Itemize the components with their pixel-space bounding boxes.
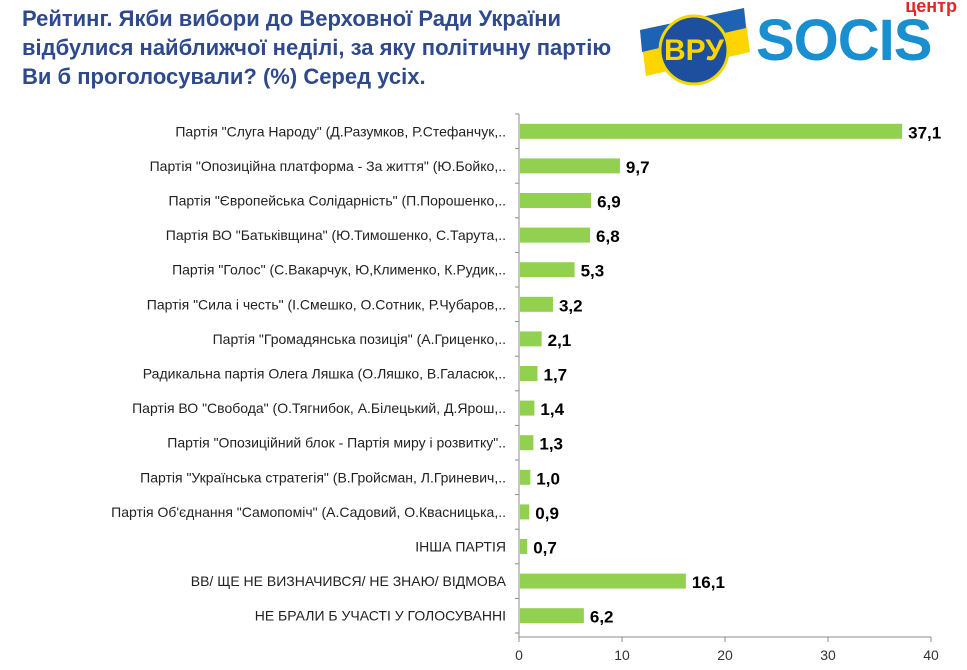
x-tick-label: 40 xyxy=(923,647,939,663)
socis-center-text: центр xyxy=(905,0,957,16)
category-label: Партія "Слуга Народу" (Д.Разумков, Р.Сте… xyxy=(175,123,506,139)
title-bold-end: Серед усіх. xyxy=(303,64,426,89)
value-label: 2,1 xyxy=(548,331,572,350)
category-label: Партія "Опозиційний блок - Партія миру і… xyxy=(167,435,506,451)
value-label: 3,2 xyxy=(559,296,583,315)
value-label: 9,7 xyxy=(626,158,650,177)
x-tick-label: 20 xyxy=(717,647,733,663)
x-tick-label: 10 xyxy=(614,647,630,663)
value-label: 37,1 xyxy=(908,123,941,142)
vru-logo-graphic: ВРУ xyxy=(640,8,750,86)
category-label: Партія "Українська стратегія" (В.Гройсма… xyxy=(140,469,506,485)
category-label: Радикальна партія Олега Ляшка (О.Ляшко, … xyxy=(143,366,506,382)
value-label: 6,8 xyxy=(596,227,620,246)
value-label: 6,2 xyxy=(590,608,614,627)
x-tick-label: 0 xyxy=(515,647,523,663)
bar xyxy=(520,608,584,624)
bar xyxy=(520,504,530,520)
category-label: Партія "Громадянська позиція" (А.Гриценк… xyxy=(213,331,506,347)
value-label: 1,0 xyxy=(536,469,560,488)
bar-chart: Партія "Слуга Народу" (Д.Разумков, Р.Сте… xyxy=(111,113,941,663)
value-label: 5,3 xyxy=(581,262,605,281)
bar xyxy=(520,227,591,243)
bar xyxy=(520,262,575,278)
bar xyxy=(520,435,534,451)
category-label: НЕ БРАЛИ Б УЧАСТІ У ГОЛОСУВАННІ xyxy=(255,608,506,624)
bar xyxy=(520,193,592,208)
chart-title: Рейтинг. Якби вибори до Верховної Ради У… xyxy=(22,4,632,91)
bar xyxy=(520,158,620,174)
value-label: 1,4 xyxy=(540,400,564,419)
vru-logo-text: ВРУ xyxy=(664,34,724,67)
category-label: Партія "Опозиційна платформа - За життя"… xyxy=(150,158,506,174)
socis-logo: центр SOCIS xyxy=(756,0,961,70)
category-label: ВВ/ ЩЕ НЕ ВИЗНАЧИВСЯ/ НЕ ЗНАЮ/ ВІДМОВА xyxy=(191,573,507,589)
value-label: 1,7 xyxy=(544,366,568,385)
category-label: Партія Об'єднання "Самопоміч" (А.Садовий… xyxy=(111,504,506,520)
title-bold: Рейтинг. xyxy=(22,6,113,31)
bar xyxy=(520,400,535,416)
bar xyxy=(520,469,531,485)
bar xyxy=(520,539,528,554)
value-label: 16,1 xyxy=(692,573,725,592)
bar xyxy=(520,123,903,139)
value-label: 0,7 xyxy=(533,539,557,558)
bar xyxy=(520,366,538,381)
vru-logo: ВРУ xyxy=(640,2,750,98)
category-label: Партія "Європейська Солідарність" (П.Пор… xyxy=(169,193,507,209)
category-label: ІНША ПАРТІЯ xyxy=(415,539,506,555)
value-label: 1,3 xyxy=(539,435,563,454)
category-label: Партія ВО "Батьківщина" (Ю.Тимошенко, С.… xyxy=(166,227,506,243)
title-text: Якби вибори до Верховної Ради України ві… xyxy=(22,6,612,89)
bar xyxy=(520,573,686,589)
bar xyxy=(520,331,542,347)
x-tick-label: 30 xyxy=(820,647,836,663)
category-label: Партія ВО "Свобода" (О.Тягнибок, А.Білец… xyxy=(132,400,506,416)
value-label: 6,9 xyxy=(597,193,621,212)
value-label: 0,9 xyxy=(535,504,559,523)
category-label: Партія "Голос" (С.Вакарчук, Ю,Клименко, … xyxy=(172,262,506,278)
bar xyxy=(520,296,553,312)
category-label: Партія "Сила і честь" (І.Смешко, О.Сотни… xyxy=(147,296,506,312)
socis-logo-text: SOCIS xyxy=(756,8,932,73)
